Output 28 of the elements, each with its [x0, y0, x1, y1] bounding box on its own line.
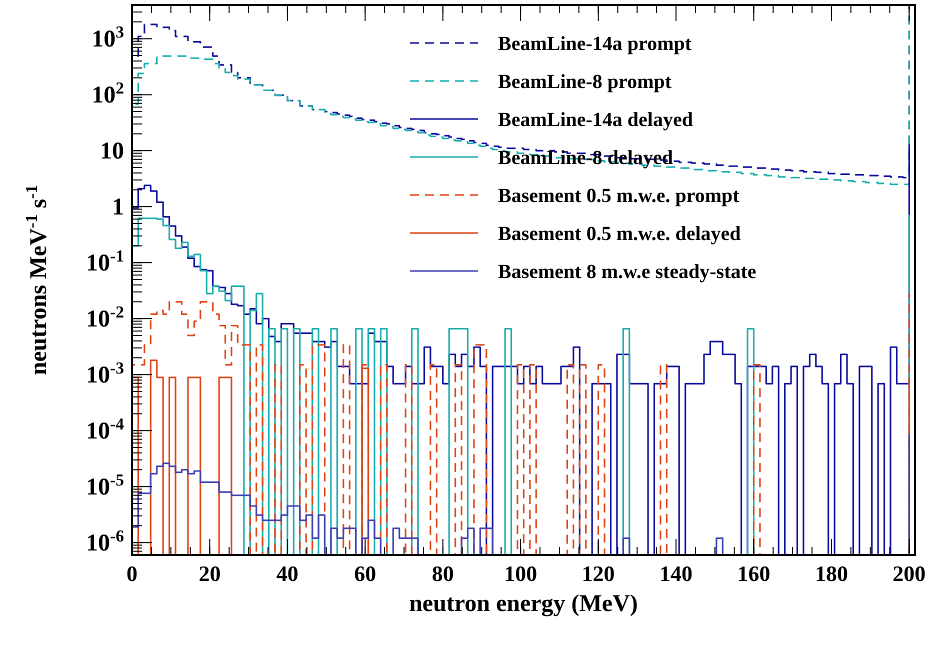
x-tick-label: 180 [814, 561, 848, 586]
legend-label: Basement 0.5 m.w.e. prompt [498, 185, 740, 207]
y-tick-label: 10$^{-4}$ [86, 414, 125, 445]
x-tick-label: 160 [737, 561, 770, 586]
y-tick-label: 10$^{-5}$ [86, 470, 124, 501]
x-tick-label: 100 [504, 561, 538, 586]
y-tick-label: 10 [100, 138, 124, 165]
y-tick-label: 1 [112, 194, 124, 221]
y-tick-label: 10$^{3}$ [92, 22, 124, 53]
legend-label: BeamLine-14a delayed [498, 109, 693, 131]
legend-label: BeamLine-8 prompt [498, 71, 672, 93]
y-tick-label: 10$^{-3}$ [86, 358, 124, 389]
y-tick-label: 10$^{-2}$ [86, 302, 124, 333]
legend-label: Basement 8 m.w.e steady-state [498, 261, 756, 283]
x-tick-label: 60 [354, 561, 376, 586]
x-tick-label: 200 [892, 561, 926, 586]
y-tick-label: 10$^{-6}$ [86, 526, 124, 557]
x-tick-label: 140 [660, 561, 693, 586]
legend-label: BeamLine-14a prompt [498, 33, 692, 55]
x-tick-label: 0 [126, 561, 138, 586]
y-tick-label: 10$^{2}$ [92, 78, 124, 109]
x-tick-label: 80 [432, 561, 454, 586]
x-tick-label: 120 [582, 561, 615, 586]
x-axis-title: neutron energy (MeV) [409, 591, 638, 617]
x-tick-label: 40 [276, 561, 298, 586]
legend-label: Basement 0.5 m.w.e. delayed [498, 223, 741, 245]
y-tick-label: 10$^{-1}$ [86, 246, 124, 277]
x-tick-label: 20 [198, 561, 221, 586]
